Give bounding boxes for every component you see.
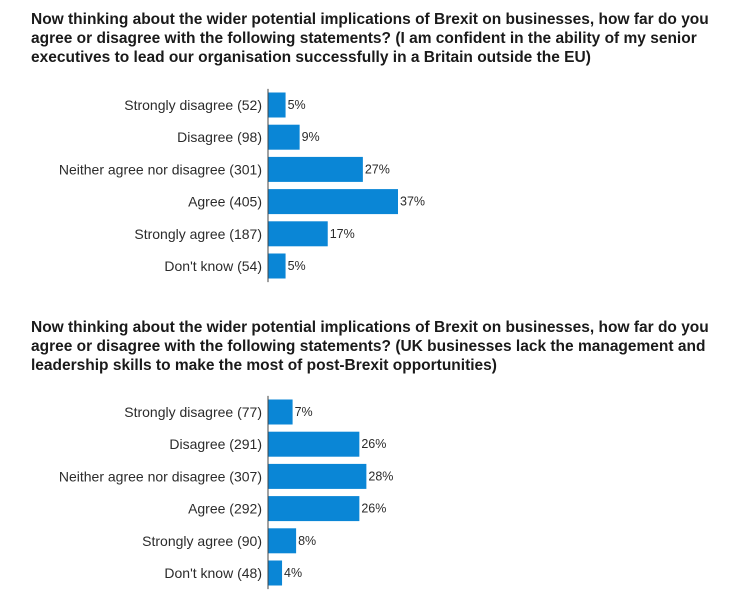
bar	[268, 92, 286, 118]
value-label: 26%	[361, 502, 386, 516]
value-label: 7%	[295, 405, 313, 419]
chart-1-title: Now thinking about the wider potential i…	[31, 11, 709, 66]
category-label: Disagree (98)	[177, 129, 262, 145]
bar	[268, 528, 297, 554]
category-label: Disagree (291)	[169, 436, 262, 452]
bar	[268, 463, 367, 489]
category-label: Neither agree nor disagree (301)	[59, 161, 262, 177]
bar	[268, 124, 300, 150]
bar	[268, 431, 360, 457]
chart-2-plot: Strongly disagree (77) 7% Disagree (291) 26…	[59, 395, 393, 590]
bar	[268, 189, 398, 215]
category-label: Strongly disagree (52)	[124, 97, 262, 113]
value-label: 5%	[288, 98, 306, 112]
bar	[268, 560, 283, 586]
value-label: 9%	[302, 130, 320, 144]
value-label: 27%	[365, 162, 390, 176]
value-label: 4%	[284, 566, 302, 580]
bar	[268, 156, 363, 182]
category-label: Strongly disagree (77)	[124, 404, 262, 420]
bar	[268, 399, 293, 425]
category-label: Don't know (48)	[164, 565, 262, 581]
category-label: Agree (405)	[188, 194, 262, 210]
category-label: Don't know (54)	[164, 258, 262, 274]
value-label: 28%	[368, 469, 393, 483]
category-label: Neither agree nor disagree (307)	[59, 468, 262, 484]
category-label: Strongly agree (187)	[134, 226, 262, 242]
value-label: 5%	[288, 259, 306, 273]
value-label: 26%	[361, 437, 386, 451]
category-label: Agree (292)	[188, 501, 262, 517]
chart-2-title: Now thinking about the wider potential i…	[31, 319, 709, 374]
value-label: 37%	[400, 195, 425, 209]
bar	[268, 496, 360, 522]
category-label: Strongly agree (90)	[142, 533, 262, 549]
value-label: 17%	[330, 227, 355, 241]
bar	[268, 253, 286, 279]
value-label: 8%	[298, 534, 316, 548]
chart-1-plot: Strongly disagree (52) 5% Disagree (98) 9% N…	[59, 88, 425, 283]
bar	[268, 221, 328, 247]
